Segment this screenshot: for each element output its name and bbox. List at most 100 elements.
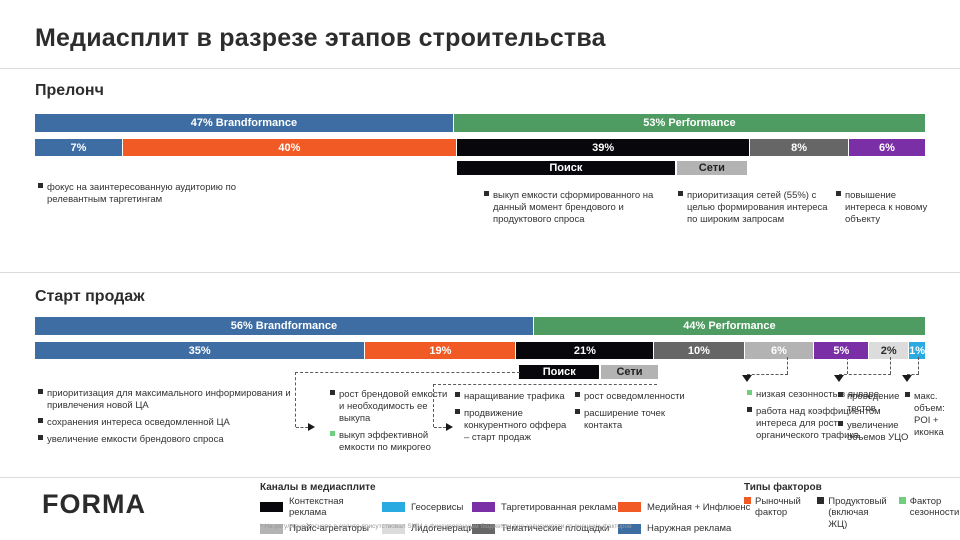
- bullet-text: расширение точек контакта: [584, 407, 665, 431]
- bar-segment-label: 56% Brandformance: [230, 320, 338, 332]
- bar-segment: 7%: [35, 139, 122, 156]
- legend-label: Таргетированная реклама: [501, 501, 617, 513]
- bullet-item: проведение тестов: [838, 391, 930, 415]
- arrow-down-icon: [834, 375, 844, 382]
- bar-segment: 47% Brandformance: [35, 114, 453, 132]
- bar-segment-label: Поиск: [549, 162, 583, 174]
- bullet-marker-icon: [836, 191, 841, 196]
- bullet-marker-icon: [838, 420, 843, 426]
- legend-label: Контекстная реклама: [289, 496, 344, 518]
- bar-segment-label: 7%: [70, 141, 87, 154]
- bullet-item: продвижение конкурентного оффера – старт…: [455, 408, 567, 444]
- legend-item: Таргетированная реклама: [472, 496, 618, 518]
- bar-segment-label: 39%: [592, 141, 615, 154]
- bar-segment-label: 5%: [833, 344, 850, 357]
- legend-swatch: [618, 502, 641, 512]
- bar-segment: 40%: [122, 139, 456, 156]
- bullet-item: увеличение емкости брендового спроса: [38, 434, 293, 446]
- bar-segment: Сети: [676, 161, 747, 175]
- legend-swatch: [618, 523, 641, 534]
- bullet-text: фокус на заинтересованную аудиторию по р…: [47, 182, 236, 205]
- bullet-item: расширение точек контакта: [575, 408, 685, 432]
- channel-split-bar-prelaunch: 7% 40% 39% 8% 6%: [35, 139, 925, 156]
- bullet-marker-icon: [575, 392, 580, 397]
- connector-line: [918, 357, 919, 374]
- channels-legend-title: Каналы в медиасплите: [260, 482, 376, 493]
- factor-label: Фактор сезонности: [909, 496, 960, 519]
- bar-segment-label: 6%: [878, 141, 895, 154]
- connector-line: [907, 374, 919, 375]
- bar-segment: 19%: [365, 342, 516, 359]
- bullet-item: рост брендовой емкости и необходимость е…: [330, 389, 452, 425]
- bullet-item: приоритизация сетей (55%) с целью формир…: [678, 190, 833, 226]
- legend-swatch: [260, 502, 283, 512]
- bullet-text: повышение интереса к новому объекту: [845, 190, 928, 225]
- bar-segment-label: 6%: [770, 344, 787, 357]
- bullet-column: приоритизация сетей (55%) с целью формир…: [678, 190, 833, 231]
- connector-line: [890, 357, 891, 374]
- bullet-item: сохранения интереса осведомленной ЦА: [38, 417, 293, 429]
- legend-item: Лидогенерация: [382, 523, 479, 534]
- bullet-column: проведение тестов увеличение объемов УЦО: [838, 391, 930, 449]
- factor-item: Рыночный фактор: [744, 496, 805, 530]
- bullet-marker-icon: [38, 183, 43, 188]
- bullet-marker-icon: [747, 406, 752, 412]
- bar-segment-label: 35%: [188, 344, 211, 357]
- factor-label: Продуктовый (включая ЖЦ): [828, 496, 887, 530]
- bar-segment-label: 2%: [880, 344, 897, 357]
- bullet-marker-icon: [38, 434, 43, 440]
- connector-line: [295, 372, 296, 427]
- bullet-item: наращивание трафика: [455, 391, 567, 403]
- section-title-sales-start: Старт продаж: [35, 288, 145, 305]
- legend-swatch: [472, 502, 495, 512]
- bullet-column: повышение интереса к новому объекту: [836, 190, 931, 231]
- footnote: * На регулярной основе в сплите присутст…: [260, 523, 632, 530]
- bullet-text: рост осведомленности: [584, 391, 685, 402]
- arrow-right-icon: [308, 423, 315, 431]
- bullet-column: приоритизация для максимального информир…: [38, 388, 293, 451]
- bar-segment: 35%: [35, 342, 365, 359]
- bar-segment-label: Поиск: [542, 366, 576, 378]
- legend-label: Геосервисы: [411, 501, 464, 513]
- footer-divider: [0, 477, 960, 478]
- bullet-marker-icon: [678, 191, 683, 196]
- bullet-marker-icon: [38, 417, 43, 423]
- legend-item: Тематические площадки: [472, 523, 618, 534]
- factor-item: Фактор сезонности: [898, 496, 960, 530]
- bar-segment: 5%: [814, 342, 869, 359]
- bar-segment-label: 40%: [278, 141, 301, 154]
- bullet-column: низкая сезонность в январе работа над коэ…: [747, 389, 899, 447]
- page-title: Медиасплит в разрезе этапов строительств…: [35, 24, 606, 52]
- arrow-down-icon: [902, 375, 912, 382]
- bar-segment: 2%: [869, 342, 909, 359]
- bar-segment: Поиск: [519, 365, 600, 379]
- search-networks-bar-prelaunch: Поиск Сети: [35, 161, 925, 175]
- bullet-column: макс. объем: POI + иконка: [905, 391, 960, 444]
- bullet-text: выкуп эффективной емкости по микрогео: [339, 429, 431, 453]
- legend-item: Геосервисы: [382, 496, 472, 518]
- bullet-text: сохранения интереса осведомленной ЦА: [47, 416, 230, 428]
- connector-line: [847, 357, 848, 374]
- legend-swatch: [472, 523, 495, 534]
- bullet-marker-icon: [455, 392, 460, 397]
- legend-label: Прайс-агрегаторы: [289, 523, 369, 534]
- factors-legend: Рыночный фактор Продуктовый (включая ЖЦ) Ф…: [744, 496, 960, 530]
- bullet-text: увеличение емкости брендового спроса: [47, 433, 224, 445]
- bullet-column: фокус на заинтересованную аудиторию по р…: [38, 182, 273, 211]
- bullet-marker-icon: [455, 408, 460, 414]
- bullet-marker-icon: [330, 390, 335, 395]
- bar-segment: 39%: [456, 139, 750, 156]
- bullet-marker-icon: [484, 191, 489, 196]
- bullet-item: увеличение объемов УЦО: [838, 420, 930, 444]
- bar-segment: 6%: [848, 139, 925, 156]
- brandformance-performance-bar-sales: 56% Brandformance 44% Performance: [35, 317, 925, 335]
- bullet-column: выкуп емкости сформированного на данный …: [484, 190, 669, 231]
- bullet-column: наращивание трафика продвижение конкурент…: [455, 391, 567, 449]
- connector-line: [295, 372, 520, 373]
- bullet-text: работа над коэффициентом интереса для ро…: [756, 405, 881, 441]
- title-divider: [0, 68, 960, 69]
- bar-segment-label: 1%: [909, 344, 925, 357]
- bullet-text: приоритизация сетей (55%) с целью формир…: [687, 190, 828, 225]
- bullet-item: повышение интереса к новому объекту: [836, 190, 931, 226]
- bullet-marker-icon: [838, 392, 843, 397]
